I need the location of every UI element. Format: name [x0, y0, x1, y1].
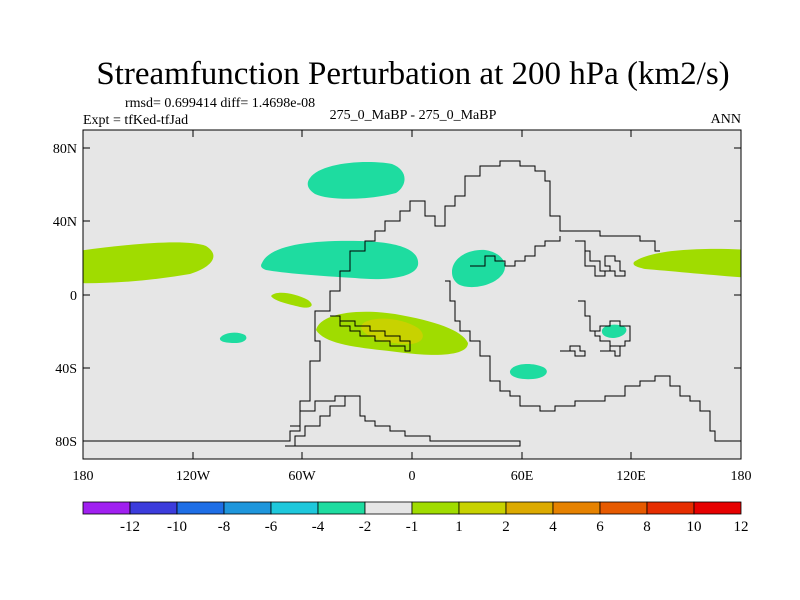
colorbar-swatch	[693, 501, 742, 515]
y-tick-label: 40N	[53, 215, 77, 230]
colorbar-swatch	[176, 501, 225, 515]
contour-pos-atlantic-small	[271, 292, 312, 308]
colorbar-label: 10	[687, 519, 702, 535]
coastlines	[83, 160, 741, 447]
contour-fills	[83, 161, 741, 380]
map-background	[83, 130, 741, 459]
colorbar-label: -2	[359, 519, 372, 535]
season-label: ANN	[711, 112, 741, 127]
map-panel	[82, 129, 742, 460]
contour-pos-core	[361, 318, 423, 345]
colorbar-label: 8	[643, 519, 651, 535]
colorbar: -12 -10 -8 -6 -4 -2 -1 1 2 4 6 8 10 12	[82, 501, 749, 535]
y-tick-label: 0	[70, 289, 77, 304]
x-tick-label: 120W	[176, 469, 211, 484]
colorbar-label: 2	[502, 519, 510, 535]
coastline-central-west	[330, 315, 411, 352]
colorbar-label: -6	[265, 519, 278, 535]
colorbar-swatch	[599, 501, 648, 515]
stats-label: rmsd= 0.699414 diff= 1.4698e-08	[125, 96, 315, 111]
colorbar-swatch	[129, 501, 178, 515]
comparison-label: 275_0_MaBP - 275_0_MaBP	[330, 108, 497, 123]
colorbar-swatch	[364, 501, 413, 515]
coastline-antarctic	[285, 395, 521, 447]
x-tick-label: 180	[73, 469, 94, 484]
coastline-asia-islands	[575, 240, 626, 277]
colorbar-label: -8	[218, 519, 231, 535]
coastline-islands-east	[560, 345, 621, 357]
coastline-south-africa	[445, 280, 741, 442]
colorbar-swatch	[458, 501, 507, 515]
colorbar-label: 4	[549, 519, 557, 535]
colorbar-swatch	[646, 501, 695, 515]
figure-title: Streamfunction Perturbation at 200 hPa (…	[96, 56, 729, 92]
axis-ticks	[82, 130, 742, 459]
contour-neg-south-pacific	[219, 332, 247, 343]
x-tick-label: 60W	[288, 469, 316, 484]
y-axis-labels: 80N 40N 0 40S 80S	[53, 142, 77, 450]
x-axis-labels: 180 120W 60W 0 60E 120E 180	[73, 469, 752, 484]
y-tick-label: 40S	[55, 362, 77, 377]
experiment-label: Expt = tfKed-tfJad	[83, 113, 188, 128]
x-tick-label: 60E	[511, 469, 534, 484]
colorbar-swatch	[223, 501, 272, 515]
x-tick-label: 120E	[616, 469, 646, 484]
colorbar-swatch	[411, 501, 460, 515]
contour-neg-north-africa	[452, 249, 505, 288]
colorbar-label: 12	[734, 519, 749, 535]
contour-neg-tropical-atlantic	[261, 240, 419, 280]
colorbar-swatch	[270, 501, 319, 515]
colorbar-label: 6	[596, 519, 604, 535]
y-tick-label: 80N	[53, 142, 77, 157]
x-tick-label: 0	[409, 469, 416, 484]
colorbar-label: -10	[167, 519, 187, 535]
colorbar-swatch	[82, 501, 131, 515]
colorbar-swatch	[552, 501, 601, 515]
y-tick-label: 80S	[55, 435, 77, 450]
x-tick-label: 180	[731, 469, 752, 484]
colorbar-label: -1	[406, 519, 419, 535]
colorbar-swatch	[317, 501, 366, 515]
contour-neg-australia	[601, 324, 627, 338]
coastline-south-ridge	[290, 395, 345, 427]
contour-pos-central-pacific	[83, 242, 214, 284]
contour-neg-north-pacific	[307, 161, 405, 199]
contour-neg-southern-ocean	[509, 363, 547, 380]
colorbar-swatch	[505, 501, 554, 515]
coastline-west-continent	[83, 160, 660, 442]
colorbar-label: -4	[312, 519, 325, 535]
contour-pos-east-pacific	[633, 248, 741, 278]
colorbar-label: 1	[455, 519, 463, 535]
coastline-mid-east	[470, 236, 561, 267]
colorbar-label: -12	[120, 519, 140, 535]
